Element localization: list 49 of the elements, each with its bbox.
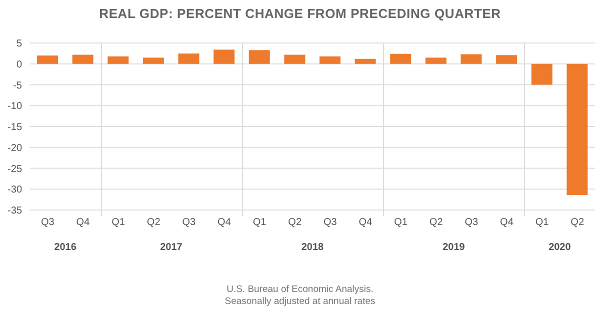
bar xyxy=(531,64,552,85)
y-tick-label: 0 xyxy=(16,59,22,70)
x-tick-label: Q2 xyxy=(570,217,584,228)
y-tick-label: -30 xyxy=(8,184,22,196)
text: Seasonally adjusted at annual rates xyxy=(224,296,376,307)
bar xyxy=(142,58,164,64)
x-tick-label: Q3 xyxy=(323,217,338,228)
text: 2019 xyxy=(442,242,466,253)
x-tick-label: Q3 xyxy=(40,217,55,228)
x-tick-label: Q4 xyxy=(76,217,90,228)
x-tick-label: Q4 xyxy=(500,217,514,228)
bar xyxy=(72,54,94,64)
x-tick-label: Q3 xyxy=(464,217,479,228)
bar xyxy=(37,56,58,64)
y-tick-label: -5 xyxy=(13,80,22,92)
bar xyxy=(496,55,518,64)
y-tick-label: 5 xyxy=(16,38,22,50)
bar xyxy=(425,58,446,64)
bar xyxy=(248,50,270,64)
bar xyxy=(108,56,129,64)
x-tick-label: Q4 xyxy=(218,217,232,228)
text: U.S. Bureau of Economic Analysis. xyxy=(226,284,374,295)
x-tick-label: Q2 xyxy=(146,217,161,228)
x-tick-label: Q3 xyxy=(182,217,196,228)
x-tick-label: Q1 xyxy=(535,217,550,228)
bar xyxy=(460,54,482,64)
text: 2018 xyxy=(300,242,325,253)
bar xyxy=(178,53,200,64)
x-tick-label: Q1 xyxy=(252,217,267,228)
bar xyxy=(214,50,235,64)
x-tick-label: Q2 xyxy=(429,217,444,228)
x-tick-label: Q4 xyxy=(358,217,373,228)
bar xyxy=(284,54,306,64)
y-tick-label: -15 xyxy=(8,122,22,134)
y-tick-label: -25 xyxy=(8,164,22,175)
bar xyxy=(566,64,588,195)
x-tick-label: Q2 xyxy=(288,217,302,228)
y-tick-label: -10 xyxy=(8,101,22,112)
y-tick-label: -20 xyxy=(8,142,22,154)
text: 2020 xyxy=(548,242,572,253)
text: 2017 xyxy=(159,242,184,253)
chart-title: REAL GDP: PERCENT CHANGE FROM PRECEDING QUARTER xyxy=(98,6,502,21)
x-tick-label: Q1 xyxy=(394,217,408,228)
x-tick-label: Q1 xyxy=(112,217,126,228)
bar xyxy=(390,54,412,64)
text: 2016 xyxy=(53,242,78,253)
bar xyxy=(320,56,340,64)
y-tick-label: -35 xyxy=(8,206,22,217)
bar xyxy=(354,58,376,64)
